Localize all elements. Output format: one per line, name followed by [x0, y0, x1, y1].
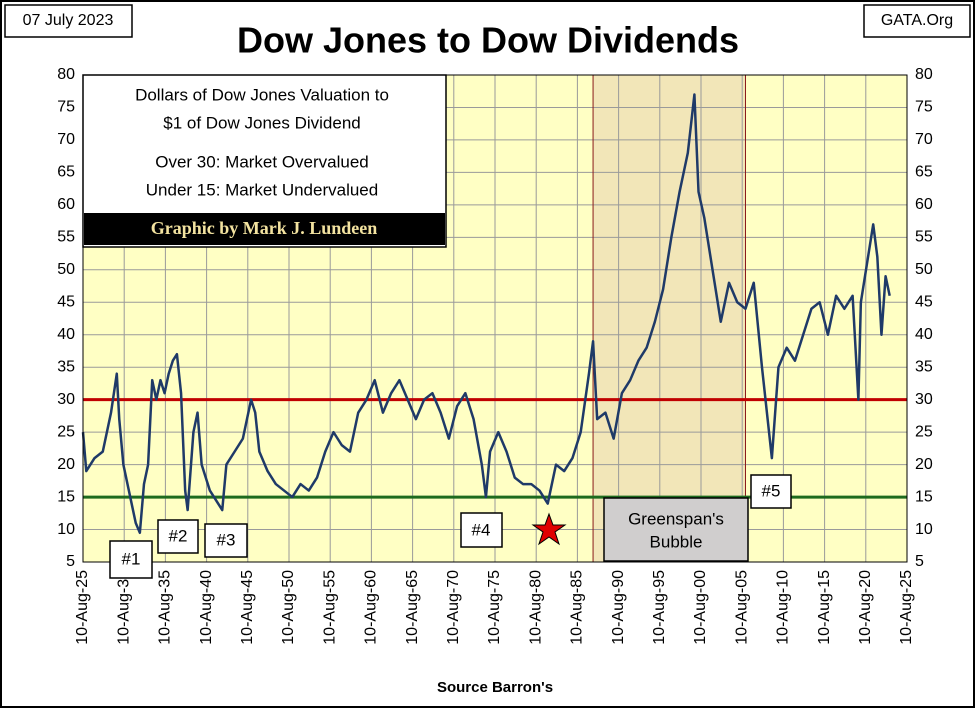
annotation: #1 — [122, 549, 141, 568]
credit-band — [84, 213, 445, 245]
y-tick-label: 10 — [57, 521, 75, 538]
y2-tick-label: 65 — [915, 164, 933, 181]
x-tick-label: 10-Aug-20 — [857, 570, 874, 645]
y-tick-label: 20 — [57, 456, 75, 473]
y-tick-label: 5 — [66, 553, 75, 570]
annotation-box — [157, 519, 199, 554]
x-tick-label: 10-Aug-10 — [775, 570, 792, 645]
x-tick-label: 10-Aug-15 — [816, 570, 833, 645]
annotation-box — [109, 540, 153, 579]
y2-tick-label: 35 — [915, 358, 933, 375]
bubble-label: Greenspan's — [628, 509, 724, 528]
date-box — [4, 4, 133, 38]
y2-tick-label: 70 — [915, 131, 933, 148]
chart-title: Dow Jones to Dow Dividends — [237, 20, 739, 61]
y-tick-label: 45 — [57, 293, 75, 310]
bubble-box — [603, 497, 749, 562]
x-tick-label: 10-Aug-95 — [651, 570, 668, 645]
x-tick-label: 10-Aug-00 — [692, 570, 709, 645]
y2-tick-label: 45 — [915, 293, 933, 310]
bubble-label: Bubble — [650, 532, 703, 551]
y2-tick-label: 25 — [915, 423, 933, 440]
x-tick-label: 10-Aug-50 — [280, 570, 297, 645]
y2-tick-label: 20 — [915, 456, 933, 473]
plot-border — [82, 74, 908, 563]
x-tick-label: 10-Aug-25 — [74, 570, 91, 645]
y2-tick-label: 5 — [915, 553, 924, 570]
y2-tick-label: 10 — [915, 521, 933, 538]
y-tick-label: 70 — [57, 131, 75, 148]
y2-tick-label: 40 — [915, 326, 933, 343]
y-tick-label: 65 — [57, 164, 75, 181]
annotation: #4 — [472, 520, 491, 539]
x-axis-label: Source Barron's — [437, 679, 553, 696]
y2-tick-label: 75 — [915, 99, 933, 116]
y-tick-label: 35 — [57, 358, 75, 375]
y2-tick-label: 30 — [915, 391, 933, 408]
y-tick-label: 50 — [57, 261, 75, 278]
x-tick-label: 10-Aug-90 — [610, 570, 627, 645]
annotation-box — [204, 523, 248, 558]
y-tick-label: 55 — [57, 229, 75, 246]
x-tick-label: 10-Aug-85 — [569, 570, 586, 645]
y-tick-label: 40 — [57, 326, 75, 343]
y-tick-label: 30 — [57, 391, 75, 408]
y2-tick-label: 80 — [915, 66, 933, 83]
y-tick-label: 60 — [57, 196, 75, 213]
annotation: #2 — [169, 526, 188, 545]
x-tick-label: 10-Aug-70 — [445, 570, 462, 645]
x-tick-label: 10-Aug-45 — [239, 570, 256, 645]
x-tick-label: 10-Aug-75 — [486, 570, 503, 645]
annotation-box — [750, 474, 792, 509]
x-tick-label: 10-Aug-60 — [363, 570, 380, 645]
credit: Graphic by Mark J. Lundeen — [151, 218, 378, 238]
x-tick-label: 10-Aug-35 — [157, 570, 174, 645]
y2-tick-label: 15 — [915, 488, 933, 505]
info-line: Over 30: Market Overvalued — [155, 152, 369, 171]
date: 07 July 2023 — [23, 12, 114, 29]
series-line — [81, 93, 891, 535]
annotation: #5 — [762, 481, 781, 500]
x-tick-label: 10-Aug-55 — [321, 570, 338, 645]
info-line: $1 of Dow Jones Dividend — [163, 113, 361, 132]
y2-tick-label: 60 — [915, 196, 933, 213]
site: GATA.Org — [881, 12, 953, 29]
x-tick-label: 10-Aug-05 — [733, 570, 750, 645]
y-tick-label: 75 — [57, 99, 75, 116]
y2-tick-label: 55 — [915, 229, 933, 246]
annotation: #3 — [217, 530, 236, 549]
info-line: Dollars of Dow Jones Valuation to — [135, 85, 389, 104]
x-tick-label: 10-Aug-65 — [404, 570, 421, 645]
site-box — [863, 4, 971, 38]
annotation-box — [460, 512, 503, 548]
info-line: Under 15: Market Undervalued — [146, 180, 378, 199]
y-tick-label: 15 — [57, 488, 75, 505]
y-tick-label: 25 — [57, 423, 75, 440]
y-tick-label: 80 — [57, 66, 75, 83]
x-tick-label: 10-Aug-80 — [527, 570, 544, 645]
y2-tick-label: 50 — [915, 261, 933, 278]
x-tick-label: 10-Aug-40 — [198, 570, 215, 645]
x-tick-label: 10-Aug-30 — [115, 570, 132, 645]
x-tick-label: 10-Aug-25 — [898, 570, 915, 645]
star — [531, 512, 567, 546]
